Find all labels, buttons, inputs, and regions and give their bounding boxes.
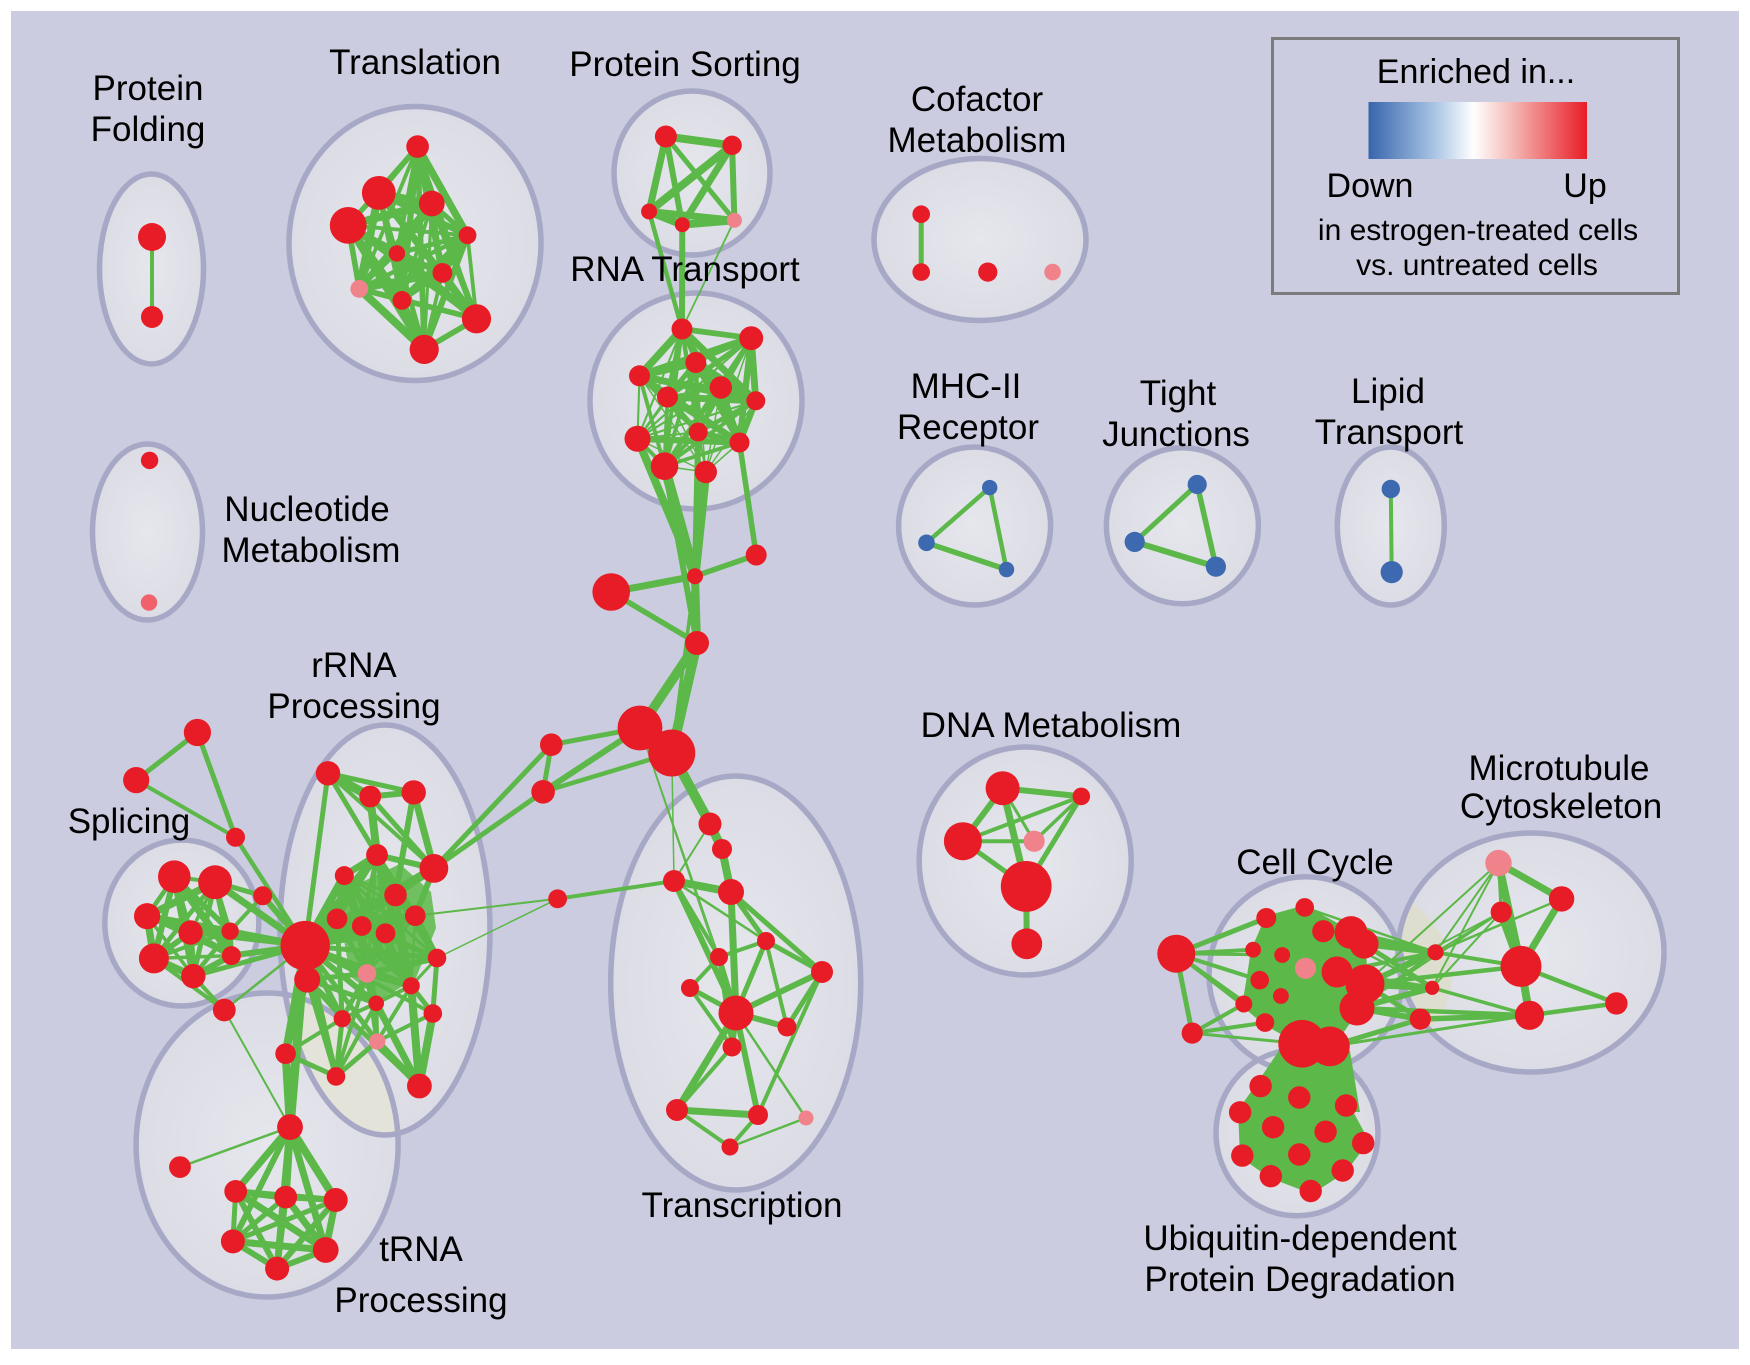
svg-text:Protein Sorting: Protein Sorting — [569, 45, 801, 84]
svg-text:DNA Metabolism: DNA Metabolism — [921, 706, 1182, 745]
svg-text:MHC-II: MHC-II — [911, 367, 1022, 406]
svg-text:Junctions: Junctions — [1102, 415, 1250, 454]
svg-text:in estrogen-treated cells: in estrogen-treated cells — [1318, 214, 1638, 247]
svg-text:tRNA: tRNA — [379, 1230, 463, 1269]
svg-text:Nucleotide: Nucleotide — [224, 490, 389, 529]
svg-text:Microtubule: Microtubule — [1469, 749, 1650, 788]
svg-text:rRNA: rRNA — [311, 646, 397, 685]
svg-text:Lipid: Lipid — [1351, 372, 1425, 411]
svg-text:Tight: Tight — [1140, 374, 1217, 413]
svg-text:Processing: Processing — [334, 1281, 507, 1320]
svg-text:Metabolism: Metabolism — [888, 121, 1067, 160]
svg-text:Protein: Protein — [93, 69, 204, 108]
svg-text:Protein Degradation: Protein Degradation — [1144, 1260, 1455, 1299]
svg-text:Enriched in...: Enriched in... — [1377, 53, 1575, 91]
svg-text:vs. untreated cells: vs. untreated cells — [1356, 249, 1598, 282]
svg-text:Processing: Processing — [267, 687, 440, 726]
svg-text:Metabolism: Metabolism — [222, 531, 401, 570]
svg-text:Cell Cycle: Cell Cycle — [1236, 843, 1394, 882]
svg-text:Cytoskeleton: Cytoskeleton — [1460, 787, 1662, 826]
svg-text:Cofactor: Cofactor — [911, 80, 1044, 119]
svg-text:Ubiquitin-dependent: Ubiquitin-dependent — [1143, 1219, 1457, 1258]
svg-text:Transport: Transport — [1315, 413, 1464, 452]
svg-text:Receptor: Receptor — [897, 408, 1039, 447]
svg-text:Up: Up — [1563, 167, 1606, 205]
svg-text:Translation: Translation — [329, 43, 501, 82]
svg-text:RNA Transport: RNA Transport — [570, 250, 800, 289]
svg-text:Down: Down — [1327, 167, 1414, 205]
svg-text:Splicing: Splicing — [68, 802, 191, 841]
svg-text:Transcription: Transcription — [642, 1186, 843, 1225]
svg-text:Folding: Folding — [91, 110, 206, 149]
